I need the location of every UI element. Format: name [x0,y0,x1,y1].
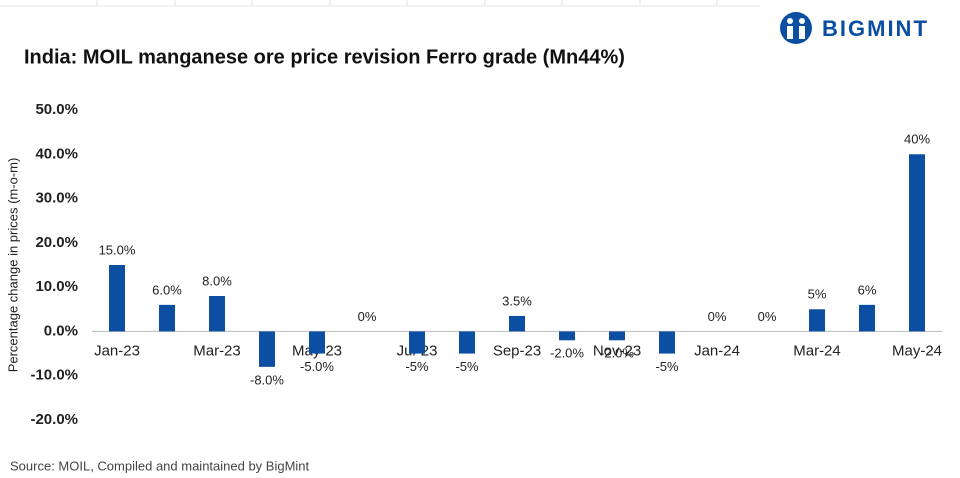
bar [309,331,325,354]
y-axis-title: Percentage change in prices (m-o-m) [5,158,20,373]
bar [159,304,175,332]
y-tick-label: -10.0% [30,367,78,384]
logo: BIGMINT [780,12,929,44]
data-label: -2.0% [550,346,584,361]
x-tick-label: Sep-23 [493,342,541,359]
y-tick-label: 50.0% [35,101,78,118]
data-label: 0% [758,309,777,324]
y-tick-label: -20.0% [30,411,78,428]
bar [509,315,525,332]
data-label: 5% [808,287,827,302]
x-tick-label: May-24 [892,342,942,359]
data-label: -5% [405,359,429,374]
x-tick-label: Mar-23 [193,342,241,359]
data-label: 40% [904,132,930,147]
data-label: 0% [708,309,727,324]
bar [109,265,125,332]
y-tick-label: 10.0% [35,278,78,295]
data-label: -5% [455,359,479,374]
bar [209,296,225,332]
y-tick-label: 40.0% [35,145,78,162]
bar [609,331,625,341]
bar [259,331,275,367]
data-label: -5.0% [300,359,334,374]
sheet-lines [0,0,760,7]
y-tick-label: 0.0% [44,322,78,339]
brand-name: BIGMINT [822,16,929,41]
data-label: 6% [858,282,877,297]
y-tick-label: 30.0% [35,190,78,207]
bar [559,331,575,341]
data-label: 15.0% [99,242,136,257]
source-note: Source: MOIL, Compiled and maintained by… [10,458,310,473]
x-tick-label: Nov-23 [593,342,641,359]
data-label: 0% [358,309,377,324]
bar [859,304,875,332]
data-label: -2.0% [600,346,634,361]
x-tick-label: Jan-23 [94,342,140,359]
bar [409,331,425,354]
data-label: 3.5% [502,293,532,308]
bar [659,331,675,354]
y-tick-label: 20.0% [35,234,78,251]
data-label: -5% [655,359,679,374]
bar [809,309,825,332]
bar [459,331,475,354]
data-label: 6.0% [152,282,182,297]
bar [909,154,925,332]
data-label: 8.0% [202,273,232,288]
x-tick-label: Mar-24 [793,342,841,359]
x-tick-label: Jan-24 [694,342,740,359]
data-label: -8.0% [250,372,284,387]
chart-title: India: MOIL manganese ore price revision… [24,46,625,68]
